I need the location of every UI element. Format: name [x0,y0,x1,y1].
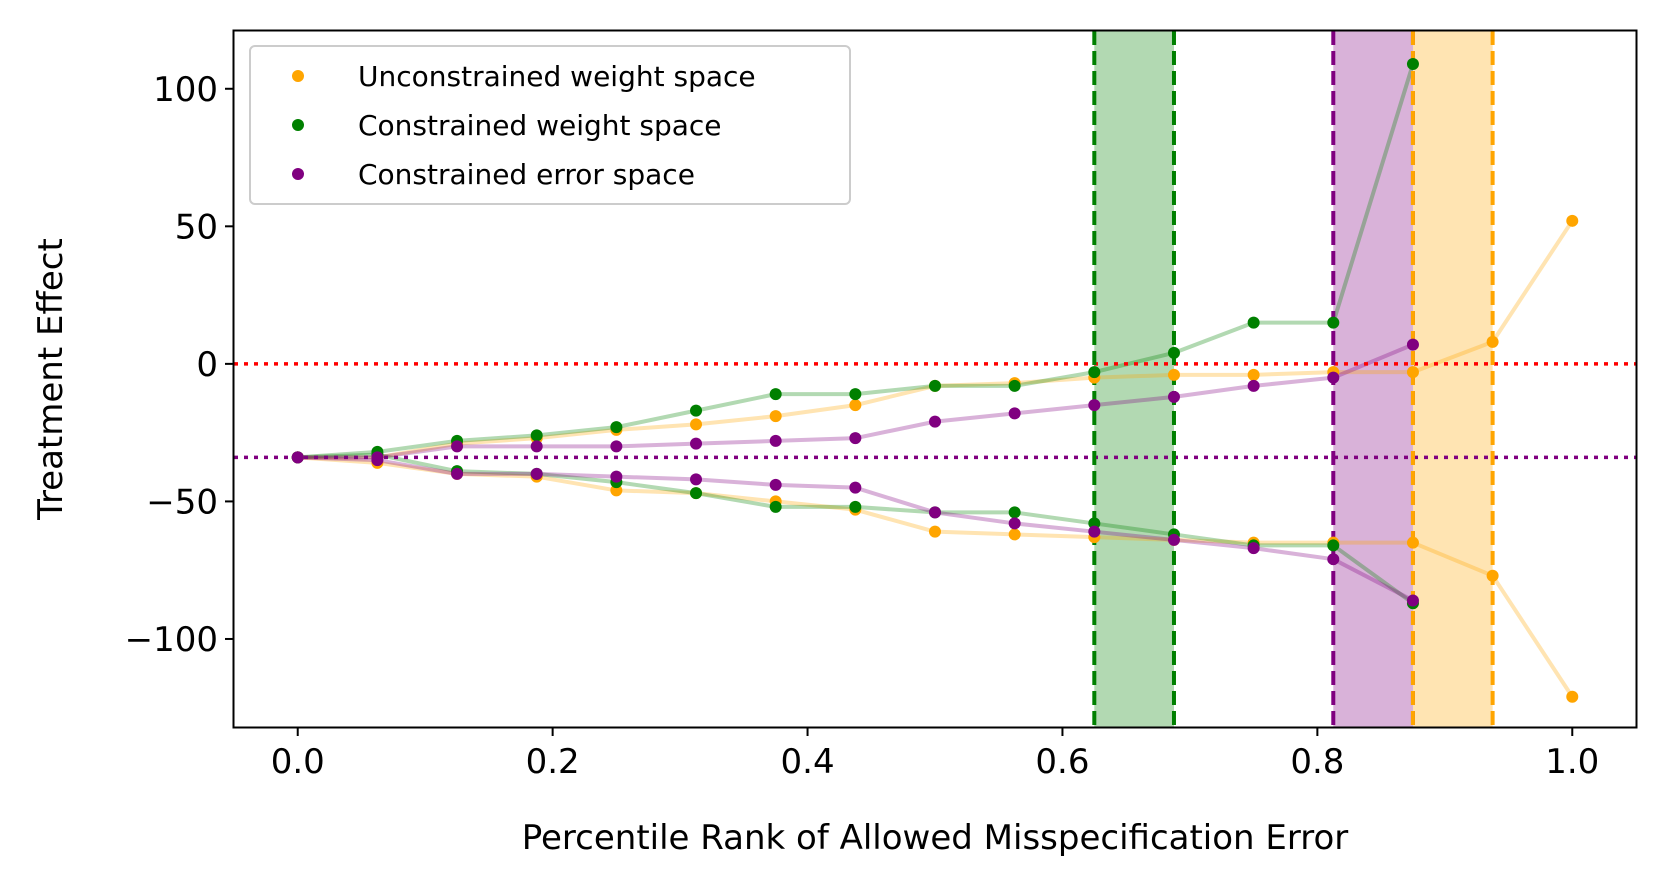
constrained-weight-space-upper-point [610,421,623,434]
unconstrained-weight-space-upper-point [1486,335,1499,348]
unconstrained-weight-space-upper-point [1167,368,1180,381]
data-points [291,58,1579,703]
constrained-error-space-lower-point [610,470,623,483]
constrained-error-space-lower-point [371,454,384,467]
legend-label-unconstrained-weight-space: Unconstrained weight space [358,60,756,93]
x-axis: 0.0 0.2 0.4 0.6 0.8 1.0 [271,727,1599,782]
y-axis: 100 50 0 −50 −100 [125,70,234,660]
constrained-weight-space-upper-point [530,429,543,442]
constrained-error-space-upper-point [530,440,543,453]
constrained-weight-space-upper-point [1247,316,1260,329]
x-tick-label: 0.6 [1035,742,1089,782]
band-constrained-weight-space [1094,31,1174,727]
constrained-weight-space-upper-point [1327,316,1340,329]
unconstrained-weight-space-upper-point [1566,214,1579,227]
y-tick-label: 0 [196,345,218,385]
band-constrained-error-space [1333,31,1413,727]
constrained-error-space-lower-point [849,481,862,494]
unconstrained-weight-space-upper-point [769,410,782,423]
legend-label-constrained-weight-space: Constrained weight space [358,109,722,142]
x-axis-label: Percentile Rank of Allowed Misspecificat… [522,818,1349,858]
constrained-error-space-lower-point [929,506,941,519]
unconstrained-weight-space-upper-point [690,418,703,431]
reference-lines [234,362,1636,460]
constrained-error-space-upper-point [1088,399,1101,412]
constrained-weight-space-upper-point [1167,346,1180,359]
constrained-error-space-lower-point [690,473,703,486]
constrained-weight-space-lower-point [690,487,703,500]
x-tick-label: 0.4 [781,742,835,782]
constrained-weight-space-upper-point [1008,379,1021,392]
legend-marker-unconstrained-weight-space [292,70,304,82]
legend: Unconstrained weight space Constrained we… [249,45,851,205]
unconstrained-weight-space-lower-point [1008,528,1021,541]
unconstrained-weight-space-upper-point [1247,368,1260,381]
y-tick-label: −100 [125,620,218,660]
shaded-bands [1094,31,1493,727]
unconstrained-weight-space-lower-point [929,525,941,538]
constrained-error-space-upper-point [849,432,862,445]
constrained-error-space-lower-point [530,467,543,480]
constrained-error-space-upper-point [610,440,623,453]
constrained-error-space-upper-point [769,434,782,447]
unconstrained-weight-space-upper-point [1406,366,1419,379]
constrained-weight-space-upper-point [929,379,941,392]
y-tick-label: −50 [146,482,218,522]
constrained-error-space-lower-point [291,451,304,464]
x-tick-label: 1.0 [1545,742,1599,782]
constrained-error-space-lower-point [451,467,464,480]
constrained-error-space-upper-point [690,437,703,450]
constrained-weight-space-upper-point [1088,366,1101,379]
constrained-error-space-lower-point [1008,517,1021,530]
constrained-error-space-lower-point [1167,533,1180,546]
legend-box [249,45,851,205]
constrained-error-space-upper-point [929,415,941,428]
constrained-weight-space-upper-point [849,388,862,401]
y-tick-label: 100 [153,70,218,110]
unconstrained-weight-space-lower-point [610,484,623,497]
constrained-error-space-upper-point [1167,390,1180,403]
unconstrained-weight-space-lower-point [1406,536,1419,549]
x-tick-label: 0.8 [1290,742,1344,782]
constrained-error-space-upper-point [1327,371,1340,384]
constrained-error-space-lower-point [1088,525,1101,538]
constrained-weight-space-lower-point [1008,506,1021,519]
unconstrained-weight-space-lower-point [1566,690,1579,703]
legend-marker-constrained-weight-space [292,119,304,131]
constrained-weight-space-lower-point [1327,539,1340,552]
legend-label-constrained-error-space: Constrained error space [358,158,695,191]
constrained-error-space-lower-point [1247,542,1260,555]
y-tick-label: 50 [175,207,218,247]
constrained-weight-space-upper-point [690,404,703,417]
constrained-weight-space-lower-point [849,500,862,513]
plot-frame [232,29,1638,729]
unconstrained-weight-space-lower-point [1486,569,1499,582]
constrained-error-space-upper-point [1247,379,1260,392]
constrained-error-space-upper-point [1406,338,1419,351]
y-axis-label: Treatment Effect [31,238,71,521]
constrained-weight-space-upper-point [1406,58,1419,71]
constrained-error-space-upper-point [451,440,464,453]
constrained-error-space-upper-point [1008,407,1021,420]
constrained-error-space-lower-point [1327,553,1340,566]
unconstrained-weight-space-upper-point [849,399,862,412]
x-tick-label: 0.2 [526,742,580,782]
constrained-weight-space-lower-point [1088,517,1101,530]
constrained-error-space-lower-point [1406,594,1419,607]
band-unconstrained-weight-space [1412,31,1493,727]
constrained-error-space-lower-point [769,478,782,491]
x-tick-label: 0.0 [271,742,325,782]
legend-marker-constrained-error-space [292,168,304,180]
constrained-weight-space-upper-point [769,388,782,401]
constrained-weight-space-lower-point [769,500,782,513]
